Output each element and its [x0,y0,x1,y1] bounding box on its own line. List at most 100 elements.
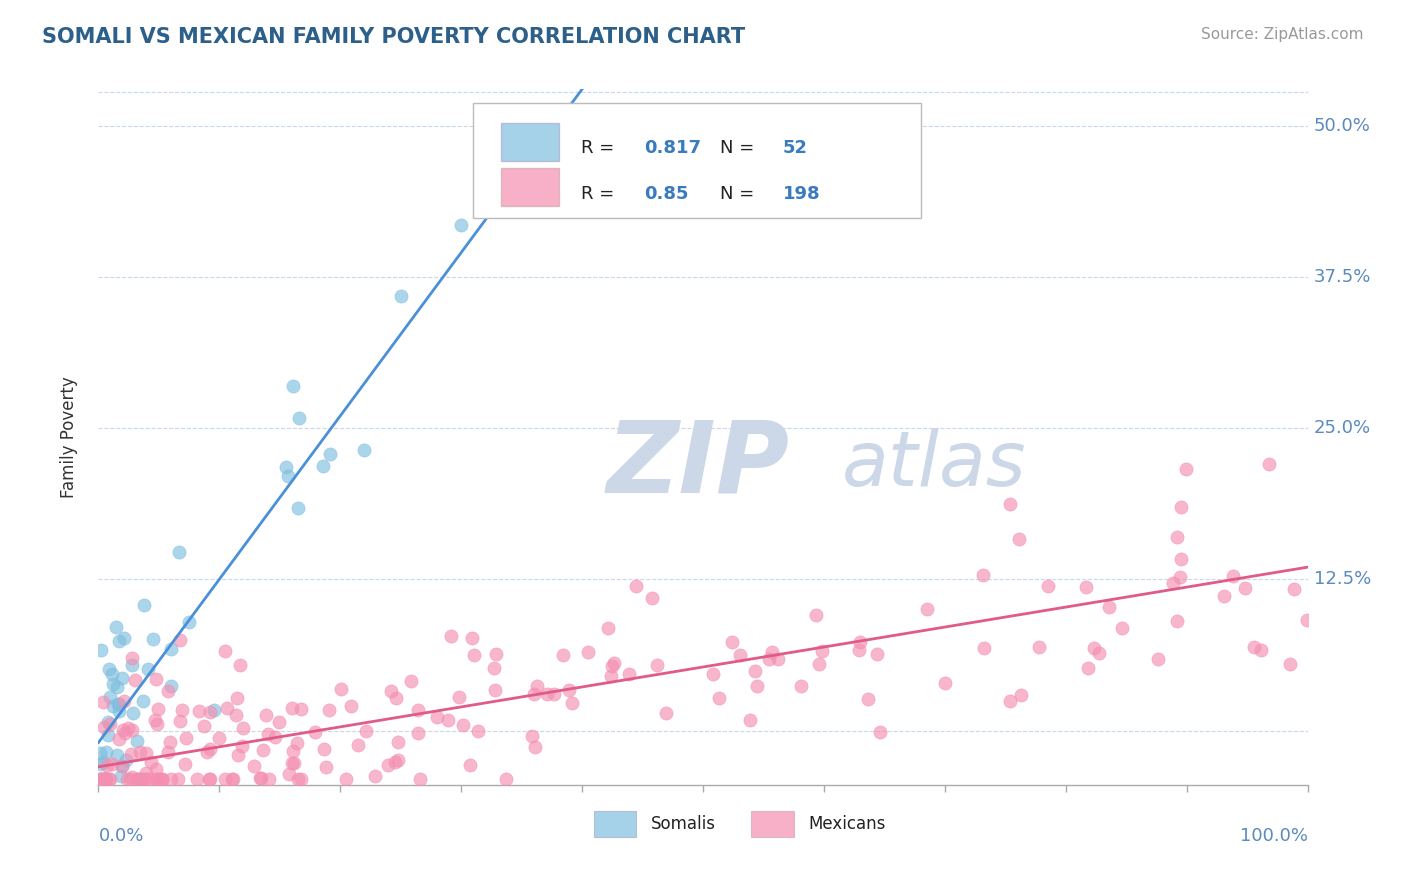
Point [526,679,548,693]
Point [287,501,309,516]
Point [105,747,128,762]
Point [707,691,730,706]
Point [447,690,470,704]
Point [120,772,142,786]
Point [254,707,277,722]
Point [89,772,111,786]
Point [1166,614,1188,628]
Point [482,661,505,675]
Point [136,662,159,676]
Point [758,652,780,666]
Point [160,772,183,786]
Point [138,772,160,786]
Text: 25.0%: 25.0% [1313,419,1371,437]
Point [524,739,547,754]
Point [97,728,120,742]
Point [1258,457,1281,471]
Point [112,694,135,708]
Point [1166,530,1188,544]
Point [522,686,544,700]
Point [145,717,167,731]
Text: 0.85: 0.85 [644,185,689,202]
Point [149,772,172,786]
Text: R =: R = [581,185,620,202]
Point [202,703,225,717]
Point [112,632,135,646]
Point [426,710,449,724]
Point [215,701,238,715]
Point [94,745,117,759]
Point [195,745,218,759]
Point [228,747,250,762]
Point [740,713,762,727]
Point [91,695,114,709]
Point [353,443,375,458]
Point [222,772,245,786]
Point [1077,661,1099,675]
Point [406,726,429,740]
Point [96,757,118,772]
Point [1163,575,1185,590]
Point [1213,589,1236,603]
Point [225,708,247,723]
Point [214,772,236,786]
Point [186,772,208,786]
Point [97,662,120,676]
Point [744,664,766,678]
Point [108,704,131,718]
Point [148,702,170,716]
Point [145,762,167,776]
Text: 198: 198 [783,185,821,202]
Point [169,632,191,647]
Point [91,772,114,786]
Point [596,621,619,635]
Point [101,666,124,681]
Point [229,658,252,673]
Point [626,579,648,593]
Point [1282,582,1305,596]
Point [94,771,117,785]
Point [869,724,891,739]
Point [117,721,139,735]
Point [387,753,409,767]
Point [808,657,831,671]
Point [89,772,111,786]
Point [131,694,153,708]
Point [150,772,173,786]
Point [998,693,1021,707]
Point [110,769,132,783]
Point [354,723,377,738]
Point [188,704,211,718]
Point [169,714,191,728]
Text: N =: N = [720,139,759,157]
Text: 0.817: 0.817 [644,139,700,157]
Point [129,772,152,786]
Y-axis label: Family Poverty: Family Poverty [59,376,77,498]
Point [1076,580,1098,594]
Point [170,703,193,717]
Point [461,631,484,645]
Point [198,742,221,756]
Point [127,772,149,786]
Point [347,738,370,752]
Point [226,690,249,705]
Point [101,677,124,691]
Point [1295,614,1317,628]
Point [135,746,157,760]
Point [121,657,143,672]
Point [93,720,115,734]
Point [90,756,112,771]
Point [1222,568,1244,582]
Point [319,447,342,461]
Point [399,673,422,688]
Point [450,218,472,232]
Point [811,644,834,658]
Point [1098,600,1121,615]
Point [207,731,229,745]
Text: 100.0%: 100.0% [1240,827,1308,845]
Point [124,673,146,687]
Point [221,772,243,786]
Point [104,620,127,634]
Text: R =: R = [581,139,620,157]
Point [848,642,870,657]
